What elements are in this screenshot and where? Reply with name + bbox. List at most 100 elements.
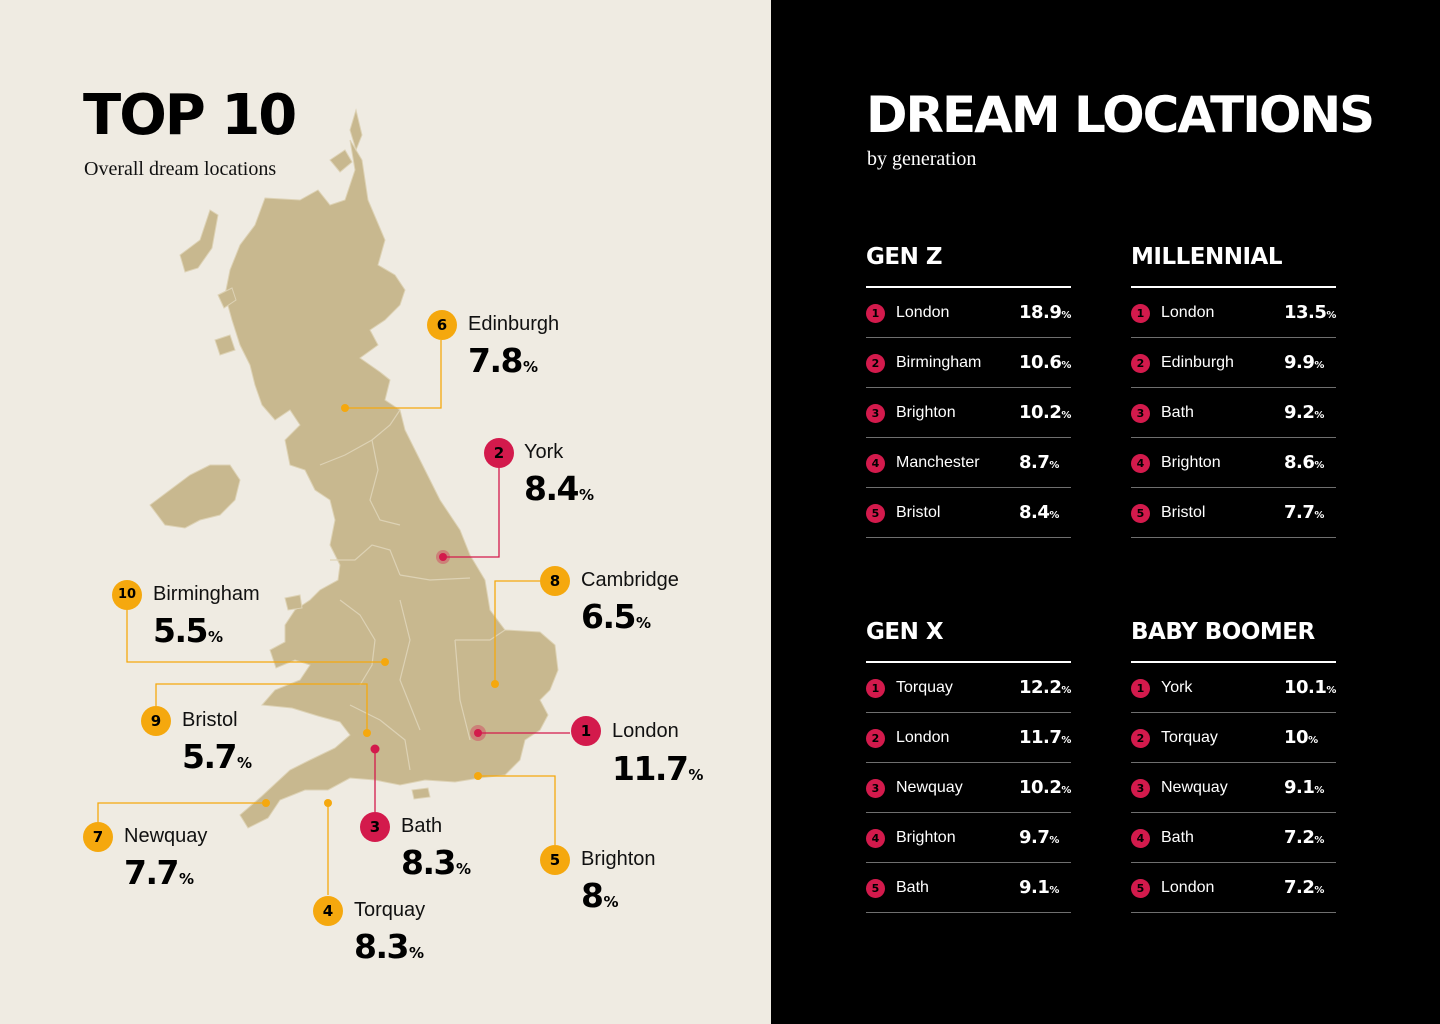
city-label: London: [1161, 304, 1215, 321]
table-row: 3 Newquay 9.1%: [1131, 763, 1336, 813]
city-label: Cambridge: [581, 569, 679, 591]
percent-value: 7.2%: [1284, 877, 1325, 898]
edinburgh-leader: [345, 340, 442, 409]
rank-badge: 6: [427, 310, 457, 340]
city-label: Edinburgh: [468, 313, 560, 335]
city-label: Birmingham: [896, 354, 982, 371]
city-label: York: [524, 441, 564, 463]
shetland-landmass: [349, 108, 363, 152]
percent-value: 5.5%: [153, 611, 223, 650]
skye-landmass: [217, 287, 237, 309]
table-row: 5 Bristol 7.7%: [1131, 488, 1336, 538]
table-row: 3 Bath 9.2%: [1131, 388, 1336, 438]
city-label: Bath: [401, 815, 443, 837]
rank-badge: 5: [866, 504, 885, 523]
percent-value: 9.1%: [1284, 777, 1325, 798]
percent-value: 6.5%: [581, 597, 651, 636]
uk-map: [97, 108, 570, 895]
rank-badge: 3: [1131, 779, 1150, 798]
gen-z-table: GEN Z 1 London 18.9% 2 Birmingham 10.6% 3 Bri…: [866, 242, 1071, 538]
percent-value: 9.2%: [1284, 402, 1325, 423]
city-label: Edinburgh: [1161, 354, 1234, 371]
city-label: Brighton: [896, 829, 956, 846]
percent-value: 8.6%: [1284, 452, 1325, 473]
table-row: 4 Brighton 8.6%: [1131, 438, 1336, 488]
percent-value: 11.7%: [612, 749, 704, 788]
table-row: 5 Bristol 8.4%: [866, 488, 1071, 538]
percent-value: 13.5%: [1284, 302, 1337, 323]
generation-heading: MILLENNIAL: [1131, 242, 1336, 288]
city-label: Newquay: [124, 825, 208, 847]
percent-value: 8.3%: [401, 843, 471, 882]
city-label: Torquay: [354, 899, 426, 921]
rank-badge: 1: [866, 304, 885, 323]
city-label: Bristol: [1161, 504, 1206, 521]
baby-boomer-table: BABY BOOMER 1 York 10.1% 2 Torquay 10% 3 Newq…: [1131, 617, 1336, 913]
rank-badge: 8: [540, 566, 570, 596]
city-label: Bath: [896, 879, 929, 896]
millennial-table: MILLENNIAL 1 London 13.5% 2 Edinburgh 9.9% 3…: [1131, 242, 1336, 538]
rank-badge: 1: [1131, 304, 1150, 323]
generation-heading: GEN X: [866, 617, 1071, 663]
orkney-landmass: [329, 149, 353, 173]
rank-badge: 2: [1131, 729, 1150, 748]
rank-badge: 5: [1131, 504, 1150, 523]
percent-value: 7.8%: [468, 341, 538, 380]
city-label: London: [896, 729, 950, 746]
rank-badge: 4: [866, 454, 885, 473]
table-row: 3 Newquay 10.2%: [866, 763, 1071, 813]
york-leader: [443, 468, 500, 558]
rank-badge: 10: [112, 580, 142, 610]
rank-badge: 2: [866, 729, 885, 748]
city-label: Bristol: [182, 709, 238, 731]
generation-heading: GEN Z: [866, 242, 1071, 288]
percent-value: 7.7%: [124, 853, 194, 892]
rank-badge: 4: [866, 829, 885, 848]
rank-badge: 4: [1131, 829, 1150, 848]
city-label: Bath: [1161, 404, 1194, 421]
table-row: 2 London 11.7%: [866, 713, 1071, 763]
city-label: Newquay: [1161, 779, 1228, 796]
generation-heading: BABY BOOMER: [1131, 617, 1336, 663]
mull-landmass: [214, 334, 236, 356]
city-label: Bristol: [896, 504, 941, 521]
city-label: Brighton: [581, 848, 656, 870]
percent-value: 8.4%: [524, 469, 594, 508]
city-label: Manchester: [896, 454, 980, 471]
rank-badge: 1: [1131, 679, 1150, 698]
gen-x-table: GEN X 1 Torquay 12.2% 2 London 11.7% 3 Newqua…: [866, 617, 1071, 913]
percent-value: 8%: [581, 876, 619, 915]
city-label: York: [1161, 679, 1193, 696]
percent-value: 10.2%: [1019, 777, 1072, 798]
percent-value: 10.2%: [1019, 402, 1072, 423]
city-label: Bath: [1161, 829, 1194, 846]
table-row: 1 London 18.9%: [866, 288, 1071, 338]
rank-badge: 5: [1131, 879, 1150, 898]
table-row: 4 Brighton 9.7%: [866, 813, 1071, 863]
great-britain-landmass: [224, 139, 559, 829]
city-label: Torquay: [1161, 729, 1218, 746]
rank-badge: 9: [141, 706, 171, 736]
city-label: Brighton: [896, 404, 956, 421]
anglesey-landmass: [284, 594, 303, 611]
table-row: 4 Bath 7.2%: [1131, 813, 1336, 863]
city-label: Birmingham: [153, 583, 260, 605]
percent-value: 8.7%: [1019, 452, 1060, 473]
rank-badge: 4: [1131, 454, 1150, 473]
rank-badge: 3: [1131, 404, 1150, 423]
table-row: 5 London 7.2%: [1131, 863, 1336, 913]
percent-value: 9.1%: [1019, 877, 1060, 898]
rank-badge: 5: [866, 879, 885, 898]
city-label: Brighton: [1161, 454, 1221, 471]
table-row: 5 Bath 9.1%: [866, 863, 1071, 913]
northern-ireland-landmass: [149, 464, 241, 529]
rank-badge: 2: [484, 438, 514, 468]
hebrides-landmass: [179, 209, 219, 273]
table-row: 2 Edinburgh 9.9%: [1131, 338, 1336, 388]
isle-of-wight-landmass: [411, 787, 431, 800]
page-title: TOP 10: [83, 83, 297, 148]
rank-badge: 7: [83, 822, 113, 852]
percent-value: 5.7%: [182, 737, 252, 776]
rank-badge: 1: [866, 679, 885, 698]
city-label: London: [612, 720, 679, 742]
